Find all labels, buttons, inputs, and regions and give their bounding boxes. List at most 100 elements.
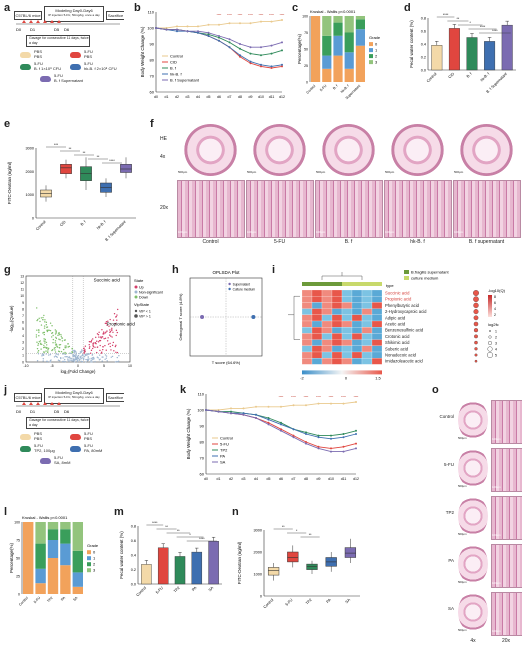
- data-point: [96, 356, 99, 358]
- data-point: [54, 344, 57, 346]
- significance-mark: ****: [480, 25, 486, 29]
- y-tick-label: 100: [302, 15, 308, 19]
- significance-mark: ****: [279, 395, 285, 399]
- data-point: [115, 344, 117, 347]
- y-tick-label: 3: [22, 340, 24, 344]
- mouse-icon: [70, 64, 81, 70]
- data-point: [38, 317, 40, 320]
- data-point: [113, 313, 116, 315]
- data-point: [115, 316, 117, 318]
- data-point: [218, 39, 220, 42]
- data-point: [40, 348, 42, 350]
- data-point: [37, 344, 39, 347]
- data-point: [62, 357, 64, 359]
- data-point: [270, 65, 273, 68]
- data-point: [41, 353, 43, 355]
- data-point: [38, 329, 40, 331]
- x-tick-label: d6: [279, 477, 283, 481]
- y-tick-label: 0: [22, 360, 24, 364]
- data-point: [49, 329, 52, 332]
- data-point: [98, 354, 101, 356]
- y-tick-label: 0: [306, 81, 308, 85]
- heatmap-cell: [321, 314, 333, 322]
- y-tick-label: 80: [200, 440, 205, 445]
- heatmap-cell: [311, 320, 323, 328]
- data-point: [40, 324, 43, 326]
- heatmap-cell: [351, 351, 363, 359]
- data-point: [37, 353, 40, 355]
- scale-bar-20x: 100μm: [247, 230, 257, 234]
- data-point: [218, 23, 220, 26]
- type-bar: [352, 282, 362, 286]
- data-point: [94, 342, 97, 344]
- group-bottom: B. f Supernatant: [54, 78, 83, 83]
- data-point: [83, 356, 86, 358]
- heatmap-cell: [361, 358, 373, 365]
- day-6: D6: [64, 27, 70, 32]
- heatmap-cell: [361, 314, 373, 322]
- data-point: [55, 337, 58, 340]
- group-bottom: PA, 80mM: [84, 448, 103, 453]
- fc-dot: [488, 335, 492, 339]
- heatmap-cell: [371, 296, 383, 303]
- y-tick-label: 0.0: [131, 583, 136, 587]
- data-point: [267, 417, 270, 419]
- data-point: [113, 350, 115, 352]
- data-point: [84, 361, 87, 363]
- group-item: 5-FU B. f 1×10⁸ CFU: [20, 61, 72, 73]
- data-point: [330, 450, 332, 453]
- legend-label: 2: [375, 54, 378, 59]
- x-tick-label: Control: [35, 220, 47, 232]
- data-point: [207, 23, 210, 26]
- dendrogram: [321, 272, 363, 280]
- data-point: [267, 418, 270, 421]
- data-point: [116, 360, 118, 363]
- group-top: PBS: [34, 49, 43, 54]
- data-point: [317, 402, 320, 405]
- data-point: [43, 333, 45, 336]
- data-point: [239, 43, 241, 45]
- x-tick-label: PA: [191, 586, 198, 593]
- legend-label: 0: [375, 42, 378, 47]
- data-point: [109, 331, 111, 334]
- data-point: [92, 345, 95, 348]
- data-point: [88, 353, 90, 355]
- x-tick-label: d7: [292, 477, 296, 481]
- data-point: [270, 52, 273, 55]
- fc-dot: [487, 346, 493, 352]
- data-point: [39, 320, 41, 323]
- data-point: [72, 358, 74, 361]
- data-point: [197, 25, 199, 28]
- y-tick-label: 25: [16, 575, 20, 579]
- group-bottom: PBS: [84, 54, 93, 59]
- data-point: [70, 359, 72, 361]
- data-point: [54, 342, 56, 344]
- type-bar: [362, 282, 372, 286]
- data-point: [355, 433, 357, 435]
- data-point: [46, 330, 49, 333]
- x-tick-label: Control: [136, 586, 148, 598]
- data-point: [43, 331, 45, 334]
- heatmap-cell: [341, 308, 353, 315]
- legend-label: TP2: [220, 448, 228, 453]
- y-tick-label: 0.2: [131, 568, 136, 572]
- x-tick-label: d6: [217, 95, 221, 99]
- significance-mark: ****: [269, 13, 275, 17]
- panel-label-i: i: [272, 264, 276, 276]
- data-point: [59, 356, 62, 359]
- x-tick-label: CID: [448, 72, 456, 80]
- data-point: [99, 339, 102, 342]
- bar: [208, 541, 219, 585]
- stack-segment: [322, 68, 332, 82]
- significance-mark: ****: [217, 13, 223, 17]
- heatmap-cell: [311, 327, 323, 334]
- y-tick-label: 0.4: [421, 43, 426, 47]
- q-scale: [488, 295, 492, 317]
- legend-swatch: [228, 282, 231, 286]
- data-point: [54, 340, 57, 342]
- histology-grid-f: 500μm 100μm Control 500μm 100μm 5-FU 500μm 100μ…: [176, 122, 522, 248]
- legend-label: 5-FU: [220, 442, 229, 447]
- stack-segment: [23, 522, 34, 594]
- data-point: [99, 349, 101, 352]
- bar: [448, 28, 460, 71]
